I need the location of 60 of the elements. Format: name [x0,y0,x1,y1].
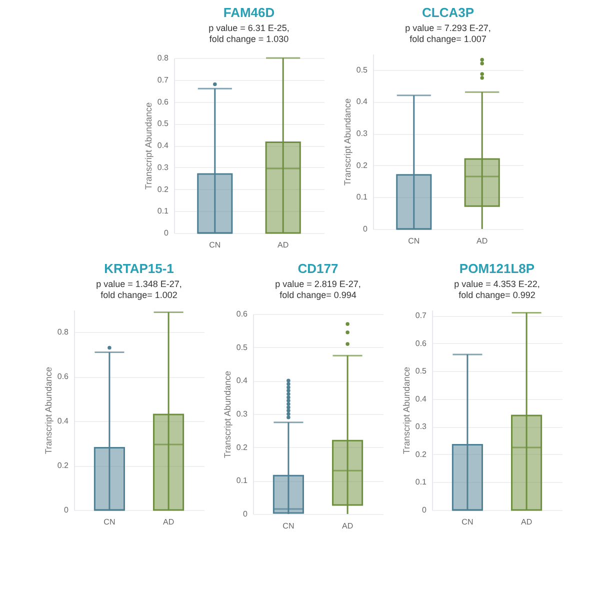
x-tick-label: CN [462,518,474,526]
y-tick-label: 0.4 [356,97,368,106]
y-tick-label: 0.8 [156,54,169,62]
y-axis-title: Transcript Abundance [43,366,54,454]
y-tick-label: 0.4 [236,376,248,386]
y-tick-label: 0.6 [236,310,248,318]
y-tick-label: 0.1 [236,476,248,486]
y-tick-label: 0.7 [415,311,428,320]
chart-title: CLCA3P [421,5,474,20]
y-axis-title: Transcript Abundance [222,370,232,458]
x-tick-label: CN [408,236,420,246]
y-tick-label: 0.5 [356,65,368,74]
y-tick-label: 0.2 [356,160,368,170]
y-axis-title: Transcript Abundance [342,98,352,186]
y-tick-label: 0.3 [236,410,248,418]
x-tick-label: AD [520,518,532,526]
y-axis-title: Transcript Abundance [142,102,153,190]
y-tick-label: 0 [64,506,70,514]
chart-title: POM121L8P [459,261,535,276]
y-tick-label: 0.1 [356,192,368,202]
chart-subtitle: p value = 6.31 E-25, fold change = 1.030 [208,23,289,44]
x-tick-label: AD [342,522,354,530]
y-tick-label: 0.5 [415,366,428,376]
chart-title: FAM46D [222,5,274,20]
y-tick-label: 0.4 [57,416,70,426]
y-tick-label: 0.2 [236,442,248,452]
chart-subtitle: p value = 7.293 E-27, fold change= 1.007 [404,23,490,44]
y-tick-label: 0.3 [156,162,169,172]
y-tick-label: 0.5 [156,119,169,128]
y-axis-title: Transcript Abundance [401,366,412,454]
y-tick-label: 0.7 [156,75,169,84]
y-tick-label: 0.6 [57,372,70,382]
chart-subtitle: p value = 1.348 E-27, fold change= 1.002 [96,279,182,300]
y-tick-label: 0.5 [236,342,248,352]
x-tick-label: CN [208,240,220,250]
chart-title: CD177 [298,261,338,276]
x-tick-label: CN [104,518,116,526]
y-tick-label: 0.6 [156,97,169,106]
y-tick-label: 0 [362,224,368,234]
y-tick-label: 0.1 [156,206,169,216]
chart-subtitle: p value = 2.819 E-27, fold change= 0.994 [275,279,361,300]
y-tick-label: 0.3 [415,422,428,432]
y-tick-label: 0.4 [415,394,428,404]
y-tick-label: 0 [164,228,169,238]
x-tick-label: CN [282,522,294,530]
x-tick-label: AD [162,518,174,526]
y-tick-label: 0.2 [57,461,70,470]
y-tick-label: 0 [243,510,248,518]
x-tick-label: AD [476,236,488,246]
y-tick-label: 0.2 [156,184,169,194]
chart-subtitle: p value = 4.353 E-22, fold change= 0.992 [454,279,540,300]
y-tick-label: 0.3 [356,129,368,138]
y-tick-label: 0.6 [415,338,428,348]
y-tick-label: 0.2 [415,450,428,459]
y-tick-label: 0 [422,506,428,514]
y-tick-label: 0.4 [156,141,169,150]
x-tick-label: AD [277,240,288,250]
chart-title: KRTAP15-1 [104,261,174,276]
y-tick-label: 0.1 [415,478,428,487]
y-tick-label: 0.8 [57,328,70,337]
